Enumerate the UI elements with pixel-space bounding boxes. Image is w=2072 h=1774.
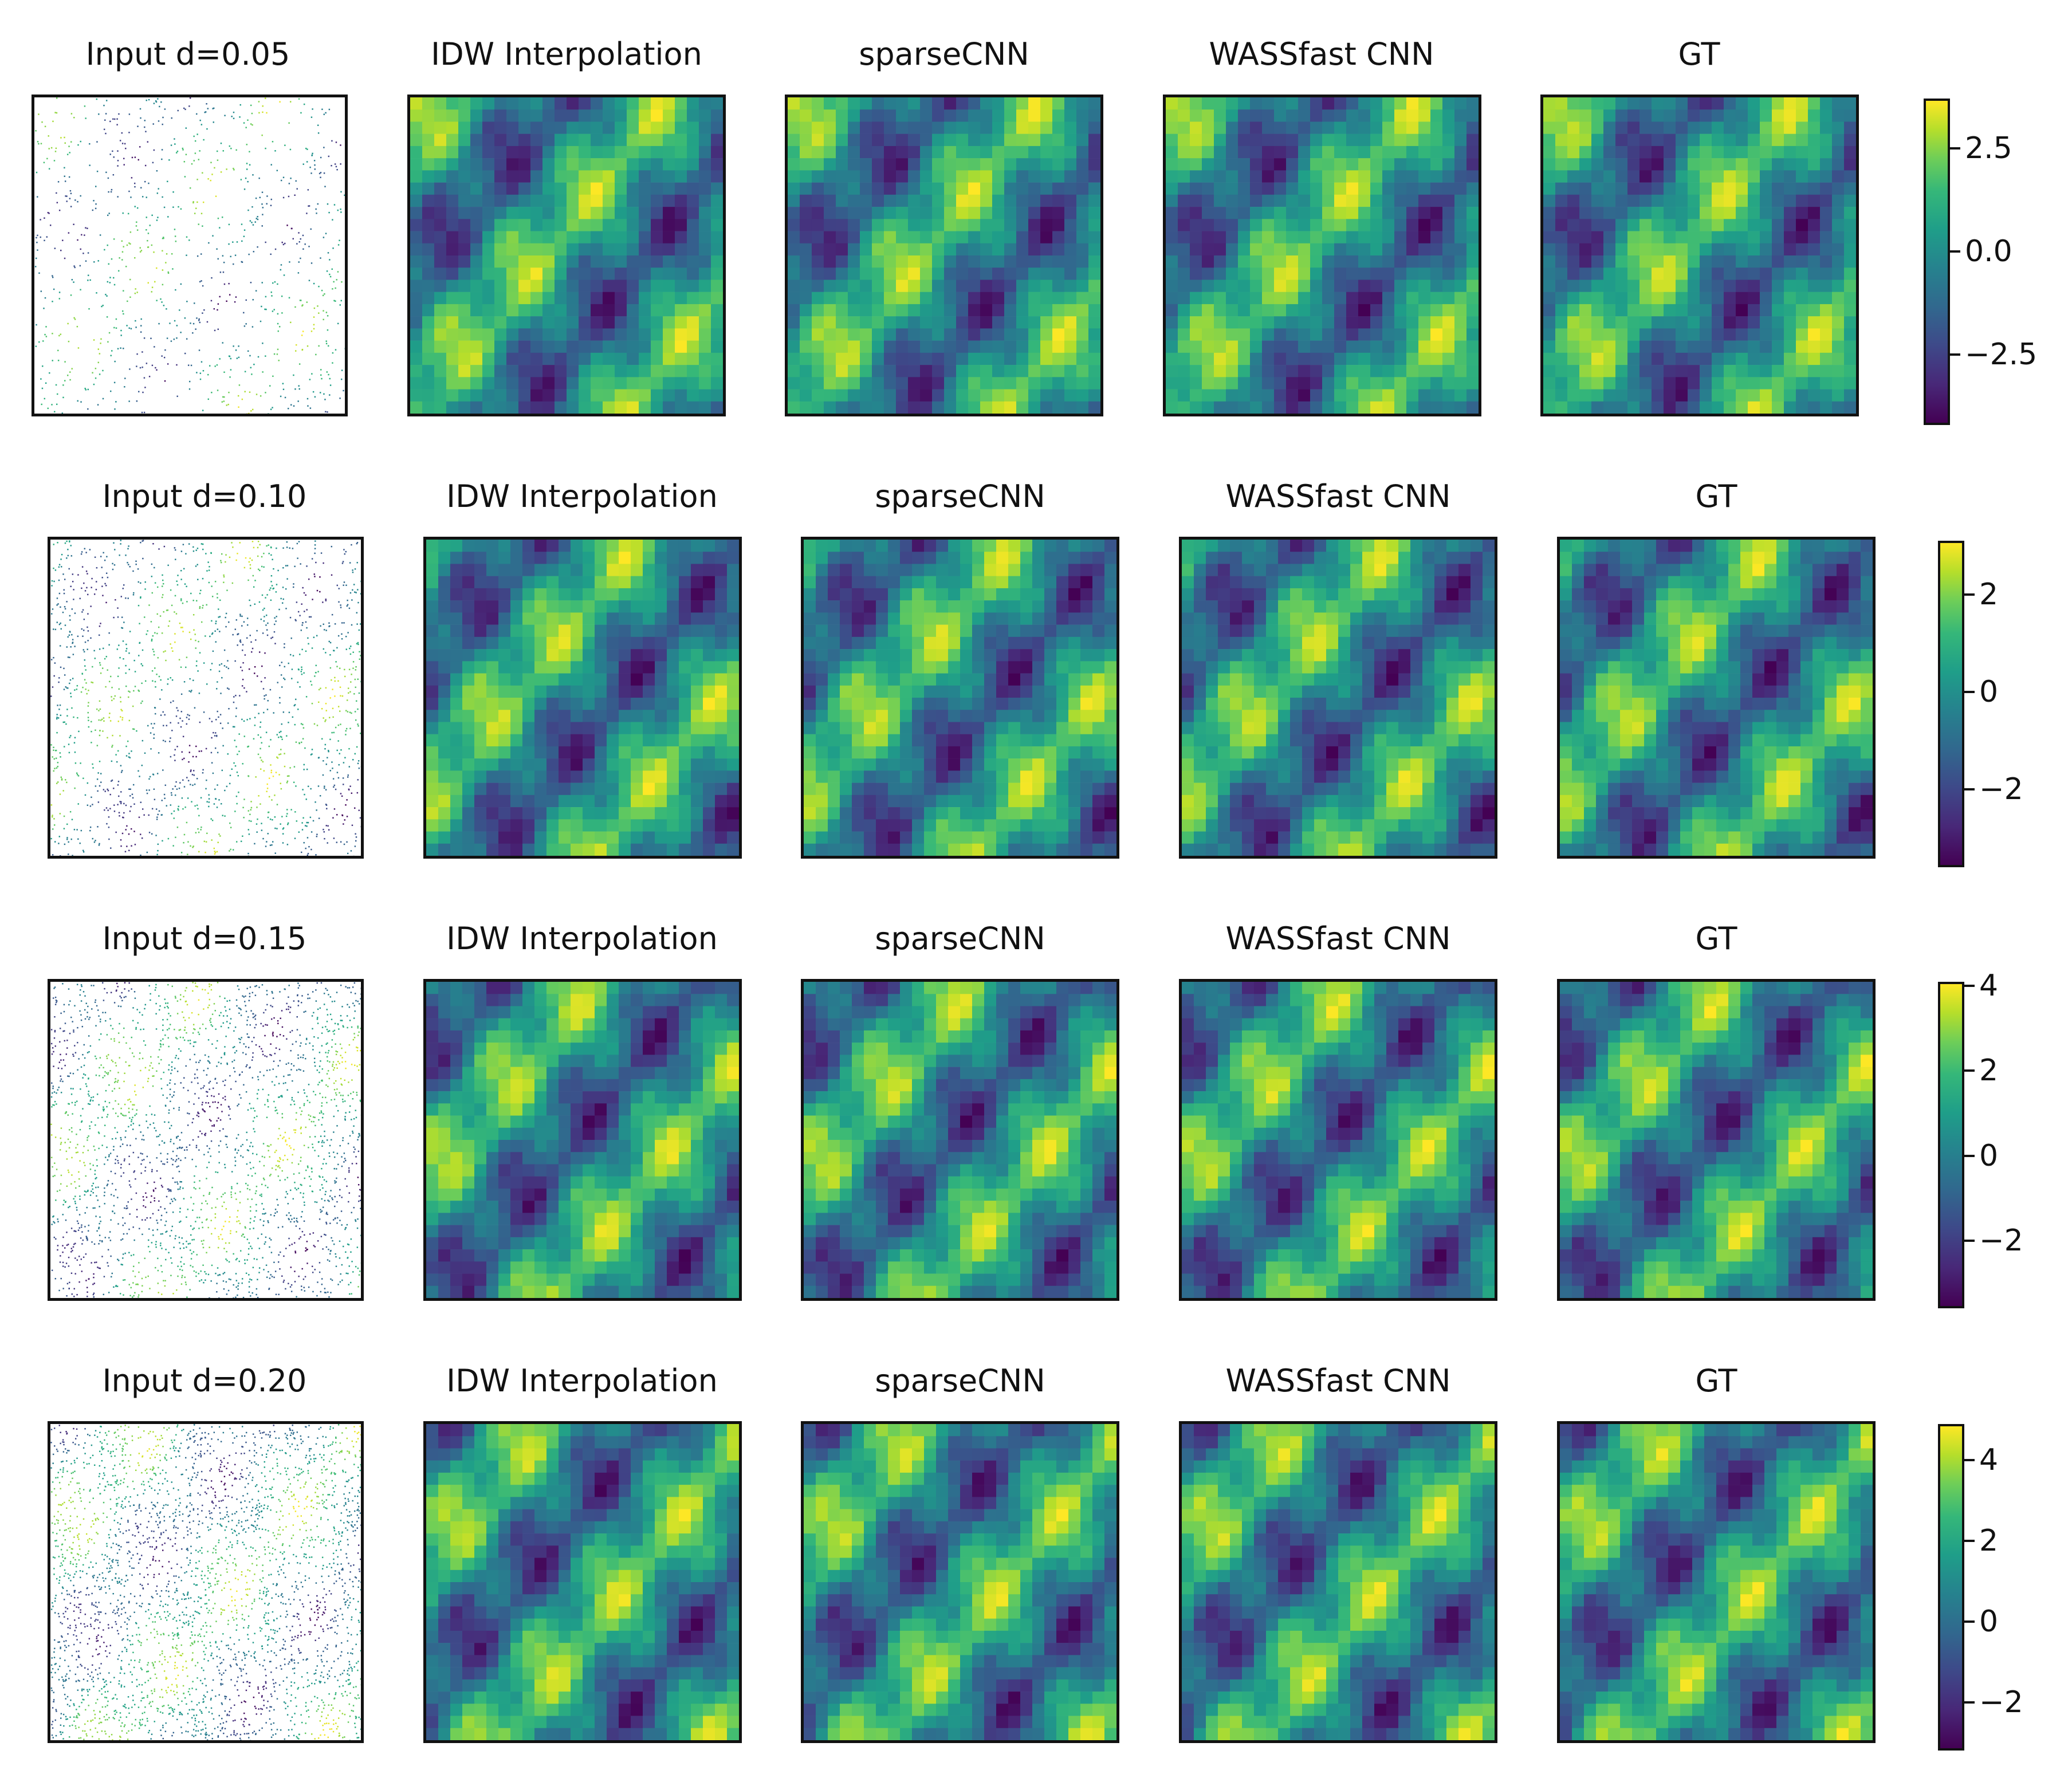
idw-interpolation-panel [423,1421,742,1743]
colorbar-tick [1964,690,1975,693]
panel-title-sparsecnn: sparseCNN [875,921,1045,957]
colorbar-tick-label: −2 [1979,1223,2023,1258]
panel-title-sparsecnn: sparseCNN [859,36,1029,72]
panel-title-gt: GT [1695,921,1737,957]
colorbar-tick [1964,1239,1975,1242]
panel-title-wassfast: WASSfast CNN [1225,478,1451,514]
input-sample-panel [32,95,348,416]
idw-interpolation-panel [423,979,742,1301]
colorbar-tick-label: 2 [1979,1053,1999,1088]
ground-truth-panel [1557,1421,1876,1743]
panel-title-wassfast: WASSfast CNN [1225,921,1451,957]
colorbar-tick-label: 0 [1979,1138,1999,1173]
colorbar-tick [1964,1154,1975,1157]
colorbar [1938,982,1964,1308]
colorbar-tick [1950,147,1960,150]
wassfast-cnn-panel [1179,537,1497,859]
colorbar-tick-label: −2 [1979,772,2023,807]
ground-truth-panel [1557,537,1876,859]
panel-title-sparsecnn: sparseCNN [875,478,1045,514]
ground-truth-panel [1557,979,1876,1301]
sparsecnn-panel [801,979,1119,1301]
panel-title-wassfast: WASSfast CNN [1209,36,1434,72]
colorbar-tick [1964,788,1975,790]
input-sample-panel [48,1421,364,1743]
colorbar-tick [1964,1701,1975,1704]
panel-title-sparsecnn: sparseCNN [875,1363,1045,1399]
colorbar-tick-label: 2 [1979,1524,1999,1559]
wassfast-cnn-panel [1179,1421,1497,1743]
sparsecnn-panel [801,537,1119,859]
panel-title-idw: IDW Interpolation [431,36,702,72]
colorbar-tick [1964,1540,1975,1543]
colorbar-tick [1964,1620,1975,1623]
colorbar-tick-label: 2.5 [1965,131,2012,166]
colorbar-tick-label: −2 [1979,1685,2023,1720]
colorbar-tick-label: 0 [1979,674,1999,709]
panel-title-idw: IDW Interpolation [446,1363,718,1399]
colorbar-tick-label: −2.5 [1965,337,2038,372]
colorbar-tick-label: 0.0 [1965,234,2012,269]
panel-title-input: Input d=0.20 [102,1363,307,1399]
ground-truth-panel [1540,95,1859,416]
colorbar-tick-label: 2 [1979,577,1999,612]
colorbar-tick-label: 4 [1979,1443,1999,1478]
colorbar [1938,1424,1964,1751]
idw-interpolation-panel [407,95,726,416]
wassfast-cnn-panel [1179,979,1497,1301]
colorbar-tick-label: 4 [1979,969,1999,1004]
sparsecnn-panel [801,1421,1119,1743]
panel-title-input: Input d=0.15 [102,921,307,957]
wassfast-cnn-panel [1163,95,1481,416]
input-sample-panel [48,979,364,1301]
panel-title-gt: GT [1678,36,1720,72]
panel-title-gt: GT [1695,478,1737,514]
panel-title-input: Input d=0.10 [102,478,307,514]
panel-title-idw: IDW Interpolation [446,478,718,514]
colorbar-tick [1964,593,1975,596]
panel-title-wassfast: WASSfast CNN [1225,1363,1451,1399]
colorbar-tick [1964,1069,1975,1072]
colorbar-tick-label: 0 [1979,1604,1999,1639]
colorbar-tick [1964,1459,1975,1462]
idw-interpolation-panel [423,537,742,859]
colorbar-tick [1950,353,1960,356]
colorbar-tick [1950,250,1960,253]
input-sample-panel [48,537,364,859]
panel-title-gt: GT [1695,1363,1737,1399]
sparsecnn-panel [785,95,1103,416]
panel-title-idw: IDW Interpolation [446,921,718,957]
colorbar-tick [1964,985,1975,988]
colorbar [1938,541,1964,867]
colorbar [1924,99,1950,425]
panel-title-input: Input d=0.05 [85,36,290,72]
